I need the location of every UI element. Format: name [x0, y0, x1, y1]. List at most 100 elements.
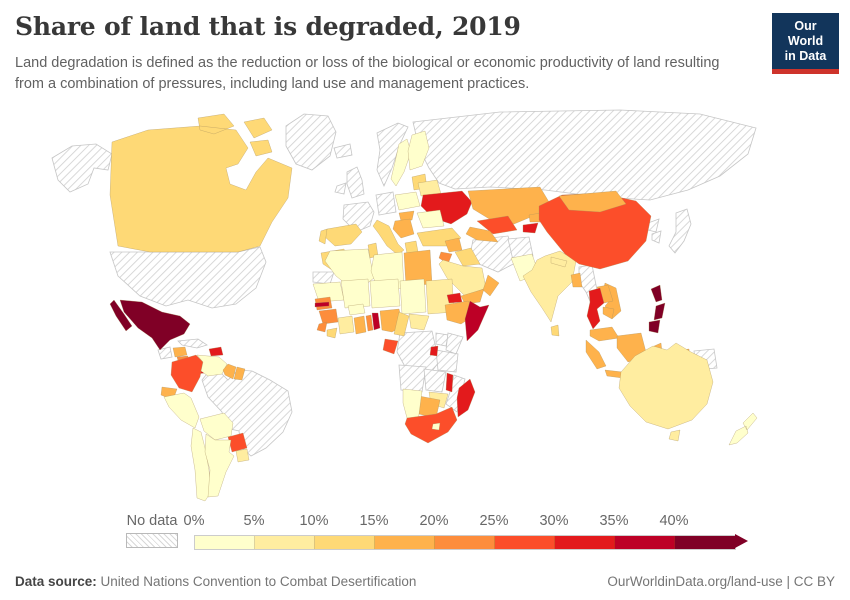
country-shape[interactable]	[412, 109, 757, 201]
country-shape[interactable]	[465, 226, 499, 243]
country-shape[interactable]	[728, 412, 758, 446]
country-shape[interactable]	[651, 230, 662, 244]
no-data-swatch[interactable]	[126, 533, 178, 548]
country-shape[interactable]	[460, 288, 485, 305]
legend-tick: 0%	[183, 513, 205, 529]
country-shape[interactable]	[318, 308, 339, 325]
country-shape[interactable]	[285, 113, 337, 171]
country-shape[interactable]	[382, 338, 399, 355]
legend-bin[interactable]	[375, 536, 435, 549]
country-shape[interactable]	[337, 315, 355, 335]
country-shape[interactable]	[51, 143, 267, 309]
country-shape[interactable]	[416, 209, 445, 229]
country-shape[interactable]	[347, 303, 366, 316]
country-shape[interactable]	[235, 448, 250, 463]
country-shape[interactable]	[431, 422, 441, 431]
legend-bin[interactable]	[495, 536, 555, 549]
country-shape[interactable]	[456, 378, 476, 418]
legend-bin[interactable]	[315, 536, 375, 549]
country-shape[interactable]	[668, 208, 692, 254]
country-shape[interactable]	[316, 321, 328, 333]
country-shape[interactable]	[314, 301, 330, 308]
country-shape[interactable]	[376, 122, 409, 187]
country-shape[interactable]	[558, 190, 627, 213]
country-shape[interactable]	[648, 284, 666, 334]
country-shape[interactable]	[227, 432, 248, 453]
legend-no-data: No data	[124, 513, 180, 548]
country-shape[interactable]	[589, 326, 620, 342]
country-shape[interactable]	[404, 406, 458, 444]
country-shape[interactable]	[398, 210, 415, 222]
country-shape[interactable]	[522, 250, 577, 323]
country-shape[interactable]	[318, 228, 328, 245]
legend-tick: 20%	[419, 513, 449, 529]
country-shape[interactable]	[586, 287, 605, 330]
legend-bin[interactable]	[675, 536, 735, 549]
country-shape[interactable]	[353, 315, 367, 335]
legend-bin[interactable]	[195, 536, 255, 549]
country-shape[interactable]	[445, 372, 454, 393]
country-shape[interactable]	[157, 346, 173, 360]
country-shape[interactable]	[196, 354, 228, 377]
country-shape[interactable]	[369, 278, 401, 309]
country-shape[interactable]	[602, 306, 615, 320]
legend-bin[interactable]	[435, 536, 495, 549]
country-shape[interactable]	[550, 324, 560, 337]
country-shape[interactable]	[398, 364, 427, 393]
country-shape[interactable]	[570, 272, 583, 288]
country-shape[interactable]	[435, 332, 449, 347]
country-shape[interactable]	[435, 349, 459, 373]
country-shape[interactable]	[163, 392, 200, 429]
country-shape[interactable]	[324, 223, 363, 247]
country-shape[interactable]	[393, 311, 410, 337]
country-shape[interactable]	[408, 313, 430, 331]
legend-bar[interactable]	[194, 535, 736, 550]
data-source-label: Data source:	[15, 574, 97, 589]
legend-bin[interactable]	[615, 536, 675, 549]
country-shape[interactable]	[399, 278, 427, 315]
country-shape[interactable]	[522, 222, 539, 234]
country-shape[interactable]	[467, 186, 550, 225]
country-shape[interactable]	[326, 327, 338, 339]
country-shape[interactable]	[208, 346, 224, 357]
country-shape[interactable]	[312, 271, 335, 285]
country-shape[interactable]	[392, 218, 415, 239]
data-source-note: Data source: United Nations Convention t…	[15, 574, 416, 589]
country-shape[interactable]	[334, 182, 347, 195]
country-shape[interactable]	[390, 138, 412, 187]
country-shape[interactable]	[476, 215, 518, 235]
country-shape[interactable]	[340, 278, 371, 309]
country-shape[interactable]	[222, 363, 237, 380]
country-shape[interactable]	[482, 274, 500, 297]
country-shape[interactable]	[170, 354, 204, 393]
owid-link[interactable]: OurWorldinData.org/land-use	[607, 574, 783, 589]
country-shape[interactable]	[333, 143, 353, 159]
country-shape[interactable]	[204, 433, 235, 498]
country-shape[interactable]	[394, 191, 421, 211]
owid-logo[interactable]: Our World in Data	[772, 13, 839, 74]
country-shape[interactable]	[233, 366, 246, 381]
country-shape[interactable]	[550, 256, 568, 268]
country-shape[interactable]	[109, 113, 293, 253]
legend-bin[interactable]	[255, 536, 315, 549]
legend-tick: 5%	[243, 513, 265, 529]
country-shape[interactable]	[346, 166, 365, 199]
country-shape[interactable]	[109, 299, 191, 351]
country-shape[interactable]	[365, 314, 374, 332]
country-shape[interactable]	[177, 338, 208, 349]
country-shape[interactable]	[446, 292, 463, 304]
country-shape[interactable]	[464, 300, 490, 342]
country-shape[interactable]	[371, 312, 381, 331]
country-shape[interactable]	[618, 342, 714, 442]
country-shape[interactable]	[407, 130, 430, 171]
country-shape[interactable]	[375, 191, 397, 216]
country-shape[interactable]	[429, 345, 439, 357]
country-shape[interactable]	[445, 332, 464, 355]
country-shape[interactable]	[172, 346, 188, 358]
country-shape[interactable]	[454, 247, 481, 267]
country-shape[interactable]	[507, 236, 534, 261]
country-shape[interactable]	[423, 368, 447, 393]
legend-bin[interactable]	[555, 536, 615, 549]
country-shape[interactable]	[342, 201, 375, 233]
